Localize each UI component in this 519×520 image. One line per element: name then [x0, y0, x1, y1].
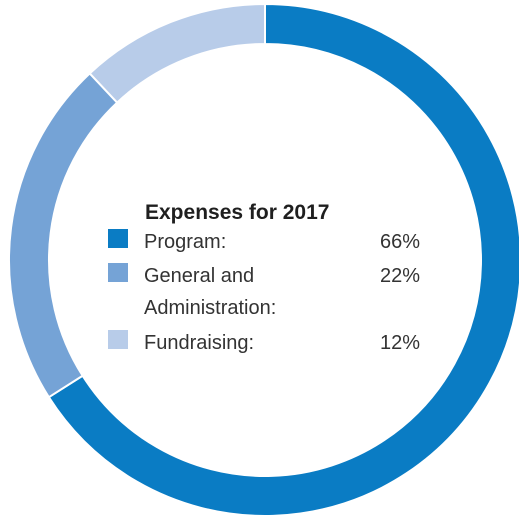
legend-swatch-program [108, 229, 128, 248]
legend-value-general-administration: 22% [380, 265, 420, 287]
legend-swatch-fundraising [108, 330, 128, 349]
donut-slice-fundraising [88, 2, 266, 104]
chart-title: Expenses for 2017 [145, 201, 329, 224]
legend-label-fundraising: Fundraising: [144, 332, 254, 354]
legend-value-program: 66% [380, 231, 420, 253]
donut-slices [8, 2, 519, 517]
legend-label-program: Program: [144, 231, 226, 253]
legend-label-general-administration-line2: Administration: [144, 297, 276, 319]
legend-value-fundraising: 12% [380, 332, 420, 354]
donut-slice-general-administration [8, 71, 119, 399]
legend-swatch-general-administration [108, 263, 128, 282]
legend-label-general-administration-line1: General and [144, 265, 254, 287]
donut-slice-program [47, 2, 519, 517]
